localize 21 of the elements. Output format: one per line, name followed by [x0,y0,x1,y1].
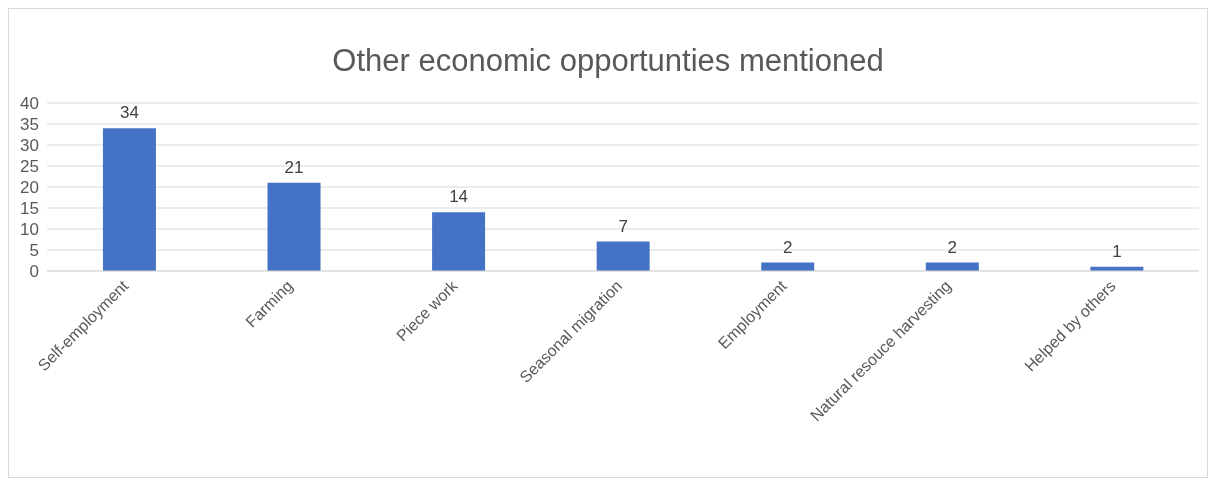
data-label: 1 [1112,241,1122,261]
data-label: 7 [618,216,628,236]
y-tick-label: 0 [29,262,39,282]
y-tick-label: 35 [20,115,39,135]
y-tick-label: 30 [20,136,39,156]
data-label: 14 [449,187,469,207]
bar [432,212,486,271]
bar [102,128,156,271]
bar [596,241,650,271]
data-label: 2 [783,237,793,257]
y-tick-label: 15 [20,199,39,219]
data-label: 2 [947,237,958,257]
y-tick-label: 20 [20,178,39,198]
bar [267,182,321,271]
chart-title: Other economic opportunties mentioned [331,42,885,80]
y-tick-label: 40 [20,94,39,114]
data-label: 21 [284,157,304,177]
data-label: 34 [119,103,139,123]
y-tick-label: 25 [20,157,39,177]
y-tick-label: 5 [29,241,39,261]
y-tick-label: 10 [20,220,39,240]
